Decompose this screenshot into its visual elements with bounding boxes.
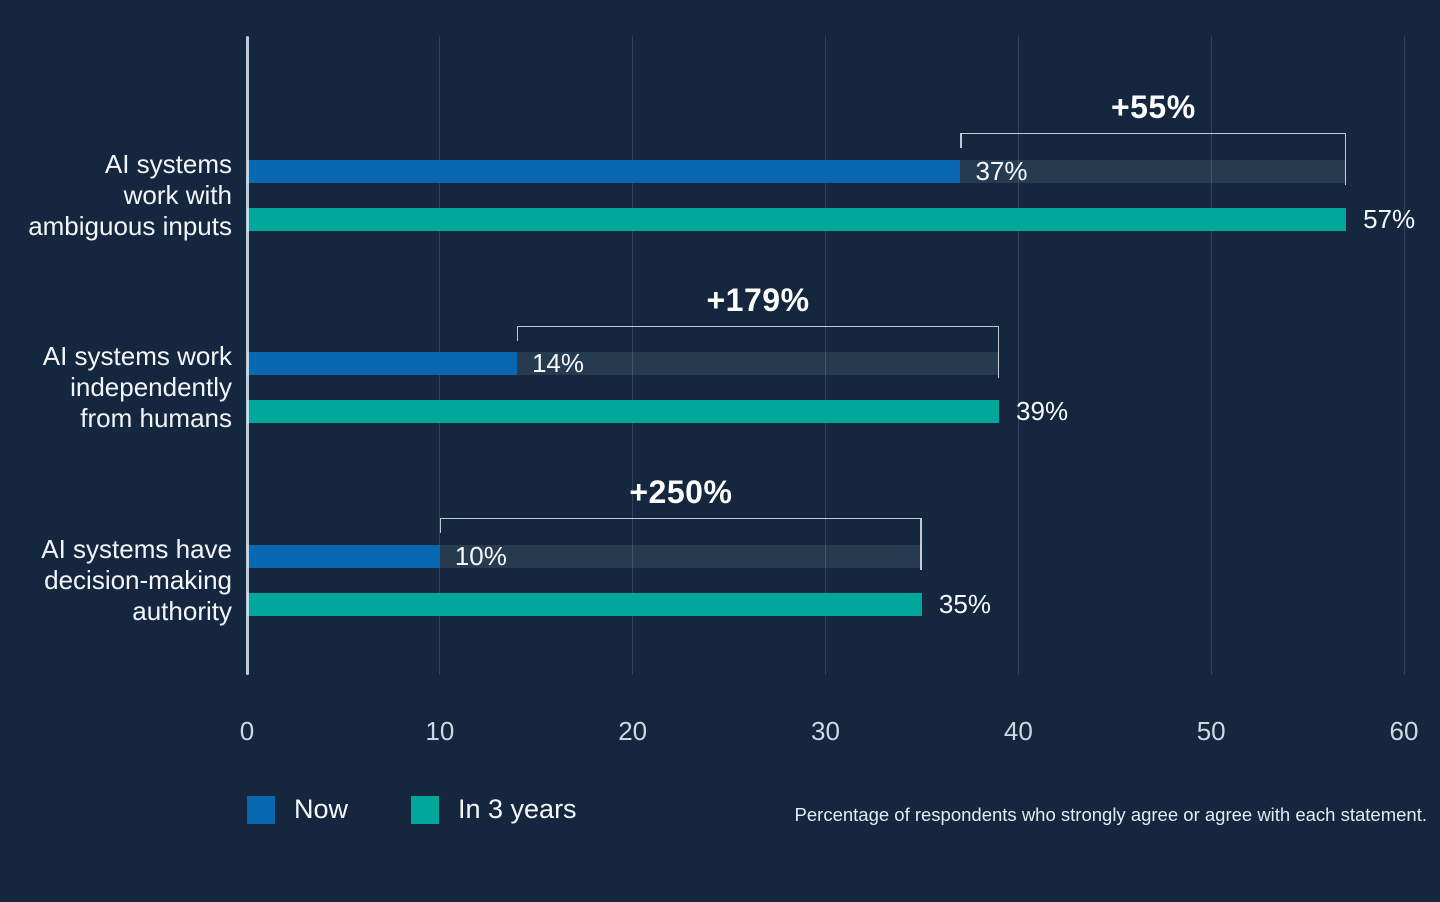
x-tick-label-50: 50	[1196, 716, 1226, 746]
legend-item-in-3-years: In 3 years	[411, 794, 577, 825]
difference-band	[960, 159, 1347, 183]
growth-bracket	[960, 133, 1347, 185]
bracket-right-tick	[920, 519, 922, 570]
category-label-line: independently	[70, 372, 232, 402]
value-label-now: 10%	[454, 540, 507, 571]
category-label: AI systems have decision-making authority	[0, 534, 232, 627]
legend: Now In 3 years	[0, 794, 1440, 826]
x-tick-label-30: 30	[811, 716, 840, 746]
legend-label-in-3-years: In 3 years	[458, 794, 577, 824]
bar-in-3-years-0	[247, 207, 1347, 231]
footnote: Percentage of respondents who strongly a…	[794, 804, 1427, 825]
bracket-right-tick	[1344, 134, 1347, 185]
value-label-now: 37%	[975, 155, 1028, 186]
category-label-line: AI systems have	[41, 533, 232, 564]
legend-item-now: Now	[247, 794, 348, 825]
growth-bracket	[516, 325, 1000, 378]
bracket-left-tick	[516, 326, 519, 341]
category-label-line: work with	[123, 179, 232, 210]
growth-label: +55%	[1110, 89, 1196, 125]
growth-label: +250%	[629, 474, 733, 510]
value-label-in-3-years: 57%	[1363, 203, 1416, 234]
category-label-line: ambiguous inputs	[28, 210, 232, 241]
bar-in-3-years-1	[247, 400, 1000, 423]
value-label-in-3-years: 35%	[938, 588, 991, 619]
x-tick-label-20: 20	[618, 716, 648, 746]
plot-area: +55% 37% 57% +179% 14% 39% +250% 10% 35%	[246, 36, 1415, 675]
x-tick-label-60: 60	[1389, 716, 1419, 746]
bar-now-0	[247, 159, 961, 183]
x-tick-label-10: 10	[425, 716, 455, 746]
category-label-line: AI systems work	[42, 341, 232, 371]
bar-in-3-years-2	[247, 592, 922, 616]
bar-now-2	[247, 544, 440, 568]
category-label: AI systems work with ambiguous inputs	[0, 149, 232, 242]
category-label-line: from humans	[80, 403, 232, 433]
gridline-60	[1403, 36, 1405, 675]
value-label-now: 14%	[531, 348, 584, 378]
category-label: AI systems work independently from humans	[0, 341, 232, 434]
category-label-line: decision-making	[44, 564, 232, 595]
legend-label-now: Now	[294, 794, 349, 824]
y-axis-line	[246, 36, 249, 675]
difference-band	[439, 544, 922, 568]
growth-label: +179%	[706, 281, 810, 318]
gridline-50	[1210, 36, 1212, 675]
growth-bracket	[439, 518, 922, 570]
difference-band	[516, 352, 1000, 375]
bracket-left-tick	[439, 519, 442, 533]
legend-swatch-now	[247, 795, 275, 824]
bar-now-1	[247, 352, 517, 375]
x-tick-label-40: 40	[1003, 716, 1033, 746]
bracket-right-tick	[997, 326, 1000, 378]
x-tick-label-0: 0	[239, 716, 255, 746]
gridline-30	[825, 36, 826, 675]
gridline-40	[1017, 36, 1019, 675]
value-label-in-3-years: 39%	[1016, 396, 1069, 426]
legend-swatch-in-3-years	[411, 795, 439, 824]
bracket-left-tick	[960, 134, 962, 148]
gridline-20	[632, 36, 634, 675]
category-label-line: AI systems	[104, 148, 232, 179]
category-label-line: authority	[132, 595, 232, 626]
